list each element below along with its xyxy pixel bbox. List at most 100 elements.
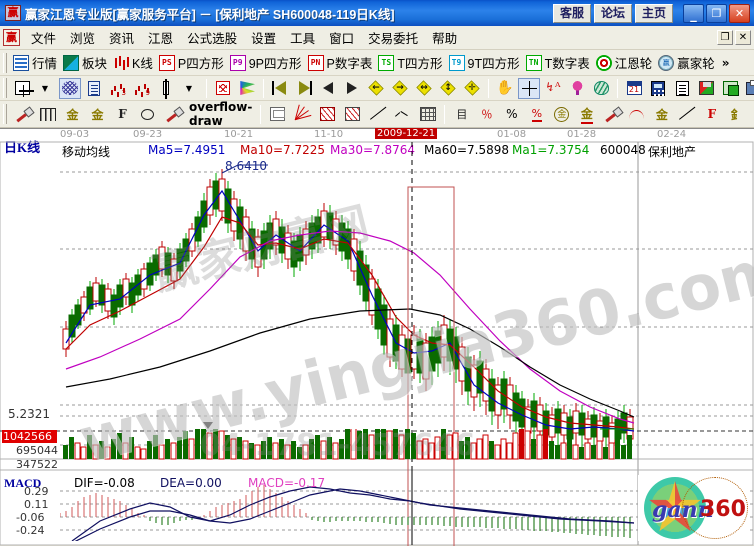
bar-type-dropdown[interactable]: ▼	[179, 78, 201, 99]
toolbar-t-number-table-button[interactable]: TN T数字表	[523, 53, 593, 72]
arrow-left-icon	[323, 82, 333, 94]
last-page-button[interactable]	[293, 78, 315, 99]
toolbar-quotes-button[interactable]: 行情	[10, 53, 60, 72]
gold-lines-button[interactable]: 金	[574, 103, 599, 126]
crosshair-button[interactable]	[518, 77, 540, 99]
percent-fan-button[interactable]: ％	[474, 103, 499, 126]
menu-item-settings[interactable]: 设置	[251, 32, 277, 46]
toolbar-gann-wheel-button[interactable]: 江恩轮	[593, 53, 656, 72]
gann-gold-2-button[interactable]: 金	[85, 103, 110, 126]
calendar-button[interactable]	[623, 78, 645, 99]
gold-square-button[interactable]: 金	[649, 103, 674, 126]
menu-item-gann[interactable]: 江恩	[148, 32, 174, 46]
zoom-horizontal-button[interactable]: ↔	[413, 78, 435, 99]
toolbar-p-square-button[interactable]: PS P四方形	[156, 53, 227, 72]
network-analysis-button[interactable]	[59, 77, 81, 99]
mdi-restore-button[interactable]: ❐	[717, 30, 733, 45]
menu-item-trade-order[interactable]: 交易委托	[368, 32, 419, 46]
period-day-button[interactable]	[11, 78, 34, 99]
toolbar-overflow-button[interactable]: »	[721, 55, 730, 70]
pen-line-button[interactable]	[599, 103, 624, 126]
draw-overflow-button[interactable]: overflow-draw	[189, 100, 253, 128]
brain-tool-button[interactable]	[590, 78, 612, 99]
menu-item-news[interactable]: 资讯	[109, 32, 135, 46]
chart-area[interactable]: 09-03 09-23 10-21 11-10 11-30 2009-12-21…	[0, 128, 754, 546]
knot-tool-button[interactable]	[212, 78, 234, 99]
angle-lines-button[interactable]	[365, 103, 390, 126]
pen-grid-button[interactable]	[160, 103, 185, 126]
square-tool-button[interactable]	[265, 103, 290, 126]
pan-hand-button[interactable]: ✋	[494, 78, 516, 99]
save-button[interactable]	[695, 78, 717, 99]
maximize-button[interactable]: ❐	[706, 3, 727, 23]
bar-type-button[interactable]	[155, 78, 177, 99]
calculator-button[interactable]	[647, 78, 669, 99]
view-toolbar-grip[interactable]	[3, 78, 7, 98]
gann-f-button[interactable]: F	[110, 103, 135, 126]
toolbar-kline-button[interactable]: K线	[110, 53, 156, 72]
color-flag-button[interactable]	[236, 78, 258, 99]
annotate-button[interactable]: ↯ᴬ	[542, 78, 564, 99]
red-box-fan-button[interactable]	[340, 103, 365, 126]
scroll-right-button[interactable]	[341, 78, 363, 99]
toolbar-grip[interactable]	[3, 52, 7, 73]
menu-item-file[interactable]: 文件	[31, 32, 57, 46]
menu-item-browse[interactable]: 浏览	[70, 32, 96, 46]
arc-button[interactable]	[624, 103, 649, 126]
close-button[interactable]: ✕	[729, 3, 750, 23]
angle-up-button[interactable]	[674, 103, 699, 126]
print-button[interactable]	[743, 78, 754, 99]
gold-fan-button[interactable]: 釒	[724, 103, 749, 126]
menu-item-formula-stock-pick[interactable]: 公式选股	[187, 32, 238, 46]
export-button[interactable]	[719, 78, 741, 99]
date-tick-2: 10-21	[224, 129, 254, 140]
gann-grid-button[interactable]	[35, 103, 60, 126]
grid-tool-button[interactable]	[415, 103, 440, 126]
zoom-both-button[interactable]: ✛	[461, 78, 483, 99]
ma30-value: Ma30=7.8764	[330, 143, 416, 157]
zigzag-button[interactable]	[390, 103, 415, 126]
menu-item-tools[interactable]: 工具	[290, 32, 316, 46]
toolbar-t-square-button[interactable]: TS T四方形	[375, 53, 445, 72]
red-box-hatch-icon	[320, 107, 336, 121]
macd-dif-value: DIF=-0.08	[74, 476, 135, 490]
gann-gold-1-button[interactable]: 金	[60, 103, 85, 126]
zoom-vertical-button[interactable]: ↕	[437, 78, 459, 99]
red-fan-button[interactable]	[290, 103, 315, 126]
f-lines-button[interactable]: F	[699, 103, 724, 126]
red-box-hatch-button[interactable]	[315, 103, 340, 126]
menu-item-help[interactable]: 帮助	[432, 32, 458, 46]
minimize-button[interactable]: _	[683, 3, 704, 23]
toolbar-winner-wheel-button[interactable]: 赢 赢家轮	[655, 53, 718, 72]
wave9-button[interactable]	[131, 78, 153, 99]
pen-tool-button[interactable]	[10, 103, 35, 126]
shift-left-button[interactable]: ←	[365, 78, 387, 99]
mdi-close-button[interactable]: ✕	[735, 30, 751, 45]
homepage-button[interactable]: 主页	[634, 3, 673, 23]
shift-right-button[interactable]: →	[389, 78, 411, 99]
data-list-button[interactable]	[671, 78, 693, 99]
period-dropdown-button[interactable]: ▼	[35, 78, 57, 99]
scroll-left-button[interactable]	[317, 78, 339, 99]
diamond-left-icon: ←	[367, 80, 385, 96]
percent-button[interactable]: %	[499, 103, 524, 126]
li-lines-button[interactable]: 裡	[749, 103, 754, 126]
forum-button[interactable]: 论坛	[593, 3, 632, 23]
chart-canvas[interactable]	[0, 129, 754, 546]
gann-spiral-button[interactable]	[135, 103, 160, 126]
first-page-button[interactable]	[269, 78, 291, 99]
ladder-button[interactable]: 目	[449, 103, 474, 126]
toolbar-9p-square-button[interactable]: P9 9P四方形	[227, 53, 305, 72]
toolbar-9t-square-button[interactable]: T9 9T四方形	[446, 53, 523, 72]
color-flag-icon	[240, 81, 255, 95]
menu-item-window[interactable]: 窗口	[329, 32, 355, 46]
toolbar-sector-button[interactable]: 板块	[60, 53, 110, 72]
wave3-button[interactable]	[107, 78, 129, 99]
draw-toolbar-grip[interactable]	[3, 104, 7, 124]
customer-service-button[interactable]: 客服	[552, 3, 591, 23]
toolbar-p-number-table-button[interactable]: PN P数字表	[305, 53, 376, 72]
tree-tool-button[interactable]	[566, 78, 588, 99]
report-button[interactable]	[83, 78, 105, 99]
gold-circle-button[interactable]: 金	[549, 103, 574, 126]
percent-lines-button[interactable]: %	[524, 103, 549, 126]
